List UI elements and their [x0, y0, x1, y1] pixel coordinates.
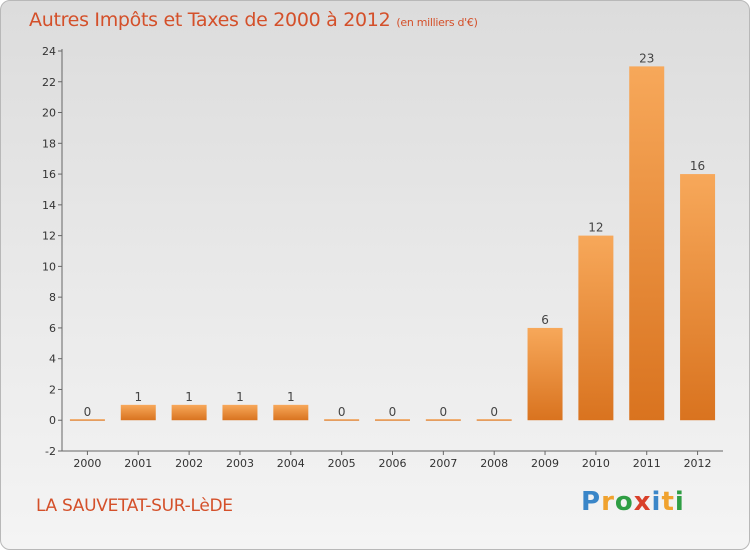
x-tick-label: 2001 [124, 457, 152, 470]
y-tick-label: 20 [42, 107, 56, 120]
bar-2002 [171, 404, 207, 421]
y-tick-label: 24 [42, 45, 56, 58]
x-tick-label: 2004 [277, 457, 305, 470]
x-tick-label: 2002 [175, 457, 203, 470]
y-tick-label: 2 [49, 383, 56, 396]
y-tick-label: 14 [42, 199, 56, 212]
y-tick-label: 0 [49, 414, 56, 427]
y-tick-label: 22 [42, 76, 56, 89]
data-label: 1 [134, 390, 142, 404]
bar-2003 [222, 404, 258, 421]
x-tick-label: 2007 [429, 457, 457, 470]
data-label: 1 [236, 390, 244, 404]
data-label: 0 [389, 405, 397, 419]
x-tick-label: 2003 [226, 457, 254, 470]
bar-2001 [120, 404, 156, 421]
logo-letter: o [614, 487, 634, 517]
chart-subtitle: (en milliers d'€) [396, 16, 478, 29]
bar-2011 [629, 66, 665, 421]
x-tick-label: 2006 [379, 457, 407, 470]
bar-2006 [375, 419, 410, 421]
logo-letter: i [651, 487, 662, 517]
title-text: Autres Impôts et Taxes de 2000 à 2012 [29, 9, 391, 31]
y-tick-label: 18 [42, 137, 56, 150]
bar-2008 [476, 419, 512, 421]
data-label: 1 [185, 390, 193, 404]
x-tick-label: 2009 [531, 457, 559, 470]
y-tick-label: 8 [49, 291, 56, 304]
x-tick-label: 2011 [633, 457, 661, 470]
data-label: 0 [338, 405, 346, 419]
data-label: 1 [287, 390, 295, 404]
x-tick-label: 2000 [73, 457, 101, 470]
y-tick-label: 12 [42, 230, 56, 243]
x-tick-label: 2012 [684, 457, 712, 470]
logo-letter: r [601, 487, 615, 517]
data-label: 0 [84, 405, 92, 419]
chart-title: Autres Impôts et Taxes de 2000 à 2012 (en… [29, 9, 478, 31]
proxiti-logo: Proxiti [581, 487, 685, 517]
y-tick-label: 4 [49, 353, 56, 366]
bar-2004 [273, 404, 309, 421]
y-tick-label: 16 [42, 168, 56, 181]
bar-2005 [324, 419, 360, 421]
bar-2010 [578, 235, 614, 421]
data-label: 12 [588, 221, 603, 235]
data-label: 6 [541, 313, 549, 327]
logo-letter: i [674, 487, 685, 517]
bar-2012 [680, 174, 716, 421]
x-tick-label: 2005 [328, 457, 356, 470]
data-label: 0 [490, 405, 498, 419]
bar-2009 [527, 327, 563, 421]
x-tick-label: 2008 [480, 457, 508, 470]
y-tick-label: -2 [45, 445, 56, 458]
data-label: 16 [690, 159, 705, 173]
data-label: 23 [639, 51, 654, 65]
logo-letter: t [661, 487, 675, 517]
bar-2000 [69, 419, 105, 421]
commune-name: LA SAUVETAT-SUR-LèDE [36, 496, 233, 516]
logo-letter: x [633, 487, 652, 517]
x-tick-label: 2010 [582, 457, 610, 470]
y-tick-label: 10 [42, 260, 56, 273]
bar-2007 [425, 419, 461, 421]
logo-letter: P [581, 487, 602, 517]
data-label: 0 [440, 405, 448, 419]
y-tick-label: 6 [49, 322, 56, 335]
